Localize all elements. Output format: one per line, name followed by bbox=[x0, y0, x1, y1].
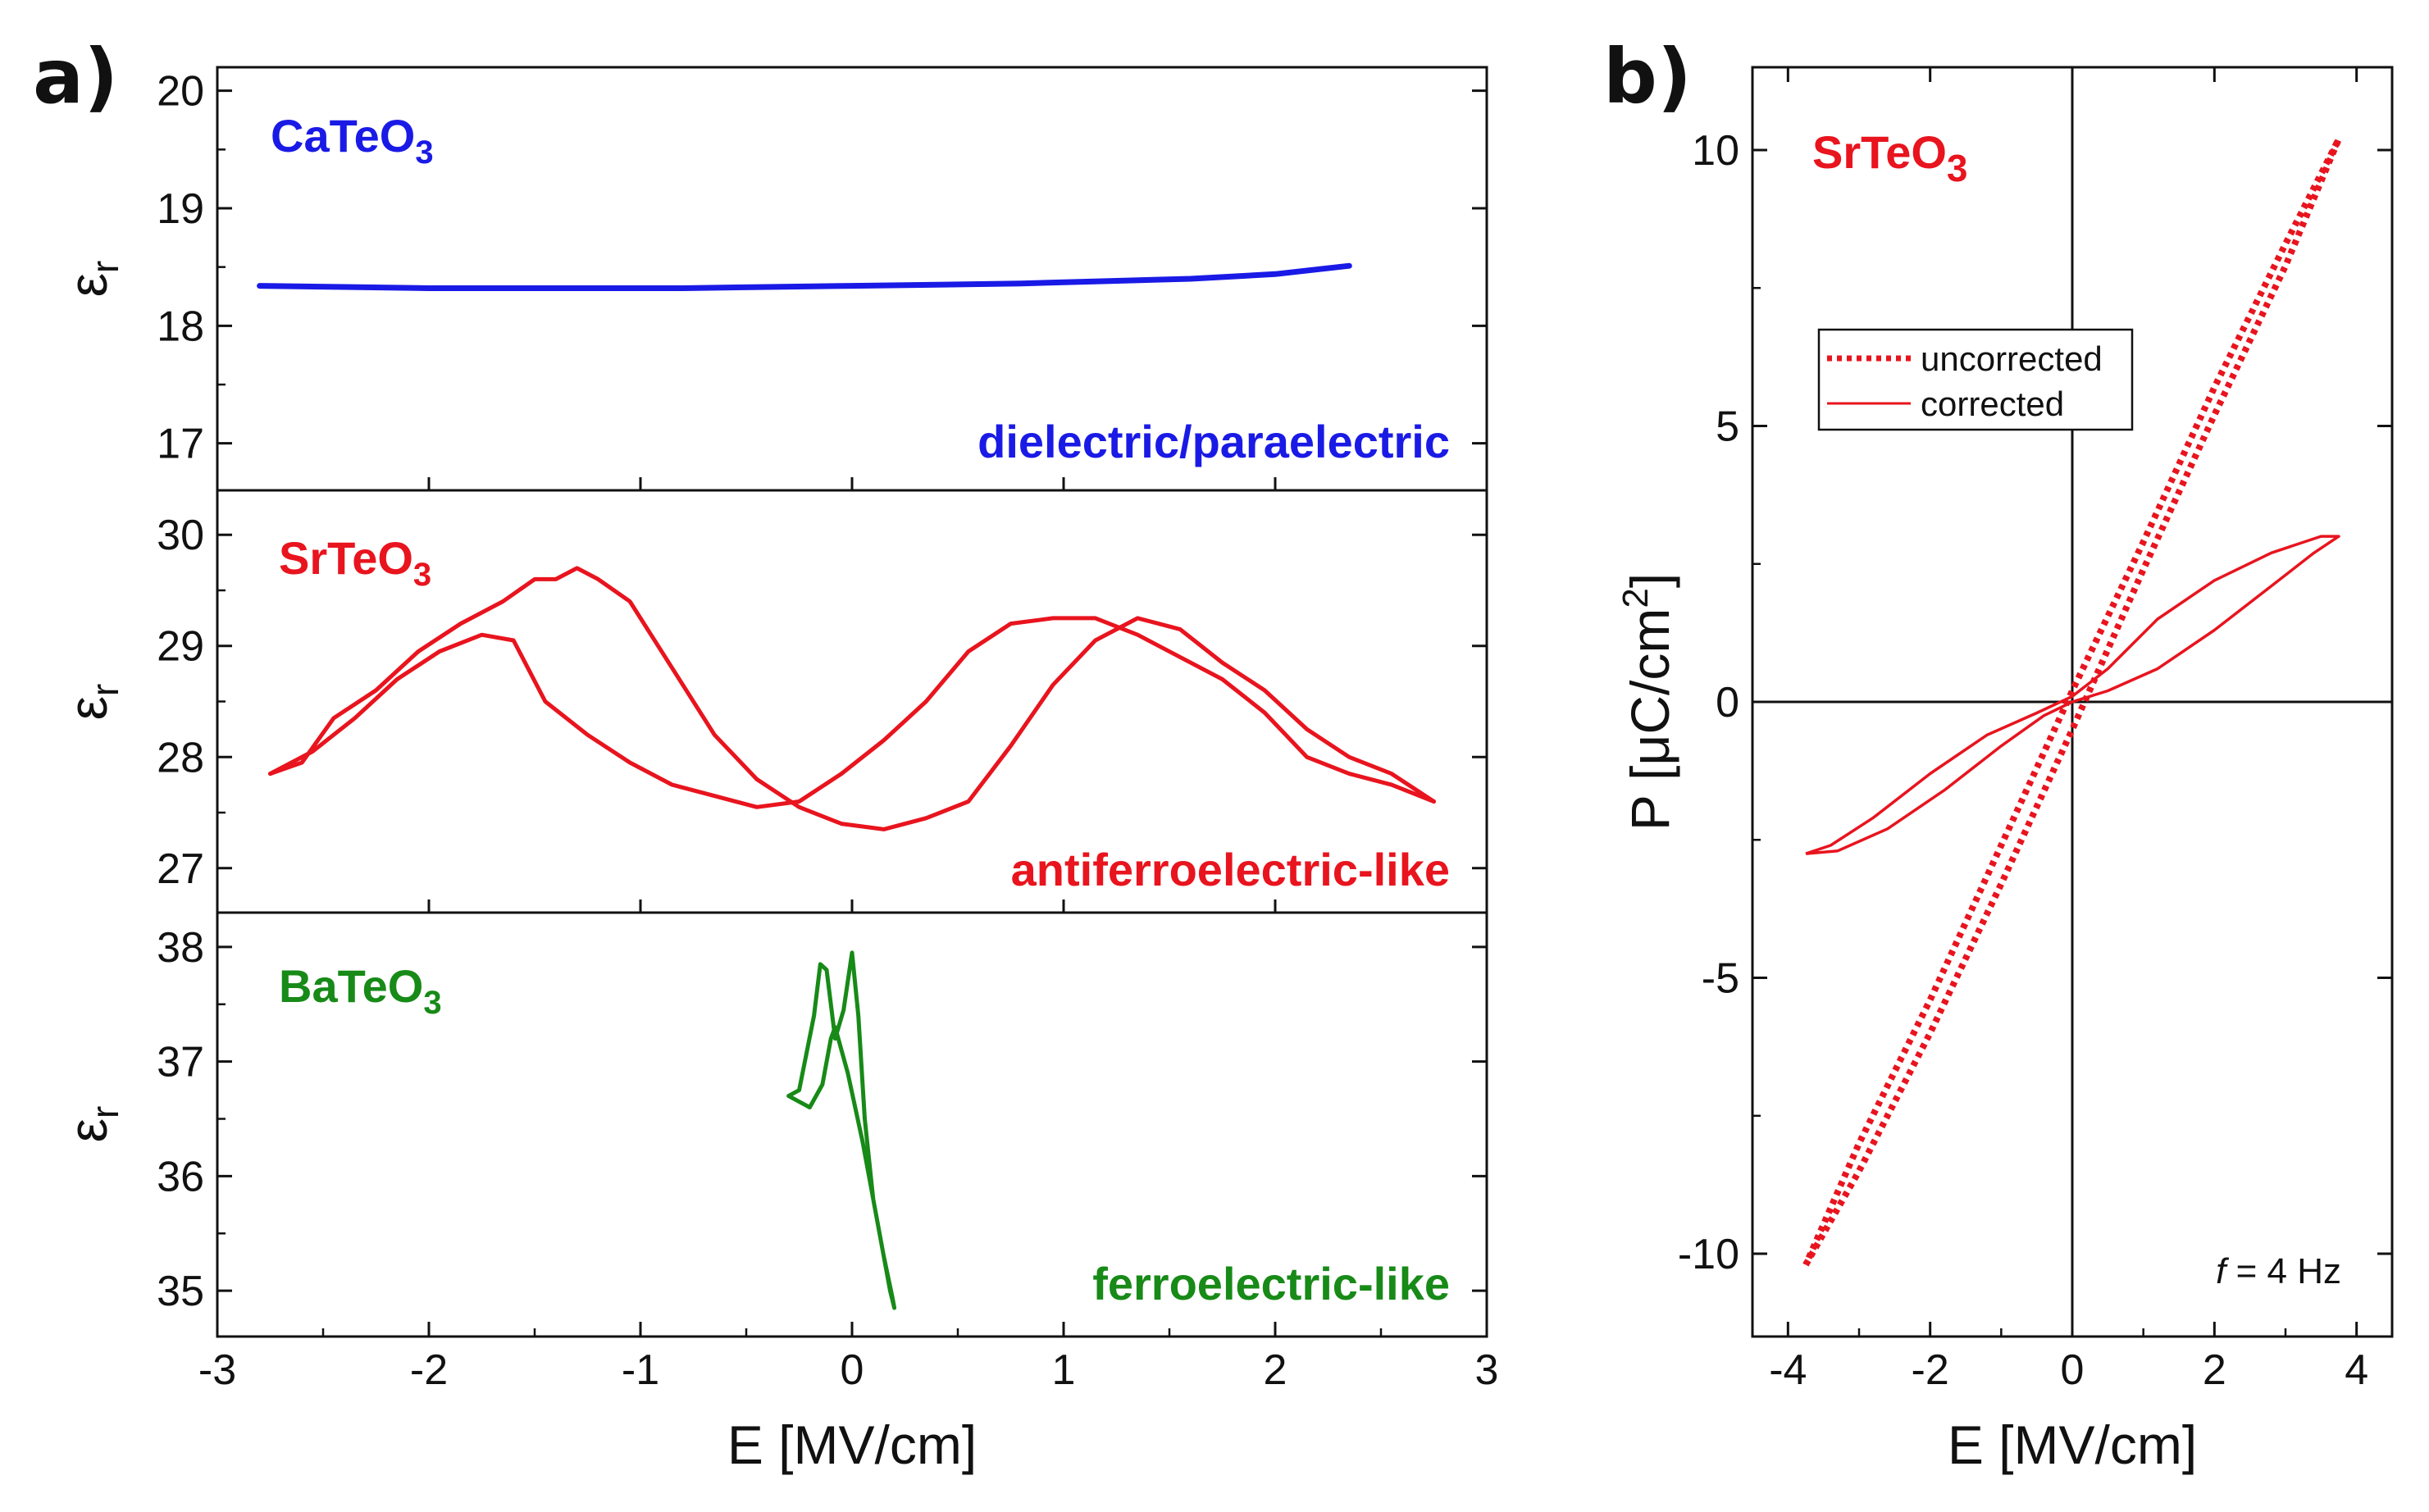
ylabel-3-main: ε bbox=[57, 1118, 118, 1142]
ylabel-2-main: ε bbox=[57, 696, 118, 720]
panel-b: -4 -2 0 2 4 -10 -5 0 5 10 SrTeO3 uncorrected corr… bbox=[1616, 66, 2394, 1475]
frequency-value: = 4 Hz bbox=[2226, 1251, 2341, 1291]
y-tick-label-a: 37 bbox=[157, 1039, 204, 1086]
srteo3-b-sub: 3 bbox=[1947, 147, 1968, 189]
x-tick-label-b: 0 bbox=[2061, 1346, 2085, 1394]
curve-corrected-loop bbox=[1805, 535, 2340, 855]
x-tick-label-a: -3 bbox=[198, 1346, 236, 1394]
subplot-3-ylabel: εr bbox=[57, 1106, 126, 1143]
srteo3-b-main: SrTeO bbox=[1812, 126, 1947, 178]
y-tick-label-a: 27 bbox=[157, 845, 204, 893]
srteo3-a-sub: 3 bbox=[413, 557, 431, 593]
srteo3-label-a: SrTeO3 bbox=[279, 532, 431, 593]
x-tick-label-b: -4 bbox=[1769, 1346, 1807, 1394]
y-tick-label-a: 17 bbox=[157, 421, 204, 468]
panel-a-frame bbox=[216, 66, 1488, 1338]
y-tick-label-a: 19 bbox=[157, 185, 204, 233]
legend-corrected-label: corrected bbox=[1921, 385, 2064, 423]
ylabel-b-post: ] bbox=[1620, 573, 1680, 588]
curve-srteo3-sweep-up bbox=[268, 566, 1436, 831]
subplot-2-ylabel: εr bbox=[57, 684, 126, 721]
panel-a-letter: a) bbox=[33, 33, 118, 121]
legend-uncorrected-label: uncorrected bbox=[1921, 339, 2103, 378]
x-tick-label-b: 4 bbox=[2345, 1346, 2368, 1394]
bateo3-main: BaTeO bbox=[279, 960, 423, 1012]
y-tick-label-a: 28 bbox=[157, 734, 204, 781]
y-tick-label-b: 10 bbox=[1692, 127, 1739, 175]
behavior-label-1: dielectric/paraelectric bbox=[978, 416, 1450, 467]
srteo3-a-main: SrTeO bbox=[279, 532, 413, 584]
panel-a-tick-labels: -3 -2 -1 0 1 2 3 17 18 19 20 27 28 29 30 35 36 37 38 bbox=[157, 68, 1498, 1394]
ylabel-1-main: ε bbox=[57, 273, 118, 297]
cateo3-main: CaTeO bbox=[271, 110, 415, 162]
y-tick-label-a: 18 bbox=[157, 303, 204, 350]
y-tick-label-a: 36 bbox=[157, 1153, 204, 1200]
x-tick-label-a: 1 bbox=[1052, 1346, 1076, 1394]
panel-b-ylabel: P [μC/cm2] bbox=[1616, 573, 1680, 831]
x-tick-label-a: 3 bbox=[1475, 1346, 1499, 1394]
ylabel-3-sub: r bbox=[84, 1106, 126, 1118]
x-tick-label-a: 0 bbox=[841, 1346, 864, 1394]
panel-a-xlabel: E [MV/cm] bbox=[727, 1414, 977, 1475]
panel-b-tick-labels: -4 -2 0 2 4 -10 -5 0 5 10 bbox=[1678, 127, 2368, 1394]
y-tick-label-a: 30 bbox=[157, 512, 204, 559]
subplot-1-ylabel: εr bbox=[57, 261, 126, 298]
legend: uncorrected corrected bbox=[1817, 328, 2134, 431]
y-tick-label-b: 5 bbox=[1716, 403, 1739, 450]
y-tick-label-b: -5 bbox=[1702, 955, 1739, 1003]
y-tick-label-b: -10 bbox=[1678, 1231, 1739, 1278]
curve-bateo3 bbox=[786, 950, 897, 1310]
panel-b-letter: b) bbox=[1603, 33, 1692, 121]
y-tick-label-b: 0 bbox=[1716, 679, 1739, 726]
panel-a-curves bbox=[257, 262, 1436, 1310]
panel-b-material-label: SrTeO3 bbox=[1812, 126, 1968, 189]
curve-srteo3-sweep-down bbox=[268, 616, 1436, 809]
legend-box bbox=[1817, 328, 2134, 431]
panel-b-ticks bbox=[1752, 67, 2392, 1337]
x-tick-label-a: 2 bbox=[1264, 1346, 1287, 1394]
y-tick-label-a: 29 bbox=[157, 623, 204, 671]
behavior-label-3: ferroelectric-like bbox=[1092, 1258, 1450, 1309]
behavior-label-2: antiferroelectric-like bbox=[1011, 844, 1450, 895]
bateo3-sub: 3 bbox=[423, 985, 441, 1021]
y-tick-label-a: 38 bbox=[157, 924, 204, 972]
panel-b-curves bbox=[1802, 135, 2342, 1267]
x-tick-label-a: -1 bbox=[622, 1346, 659, 1394]
ylabel-2-sub: r bbox=[84, 684, 126, 696]
panel-a-ticks bbox=[216, 89, 1488, 1337]
ylabel-b-pre: P [μC/cm bbox=[1620, 608, 1680, 831]
y-tick-label-a: 20 bbox=[157, 68, 204, 116]
cateo3-sub: 3 bbox=[415, 134, 433, 171]
ylabel-b-sup: 2 bbox=[1616, 588, 1656, 608]
x-tick-label-b: 2 bbox=[2203, 1346, 2226, 1394]
cateo3-label: CaTeO3 bbox=[271, 110, 434, 171]
ylabel-1-sub: r bbox=[84, 261, 126, 273]
x-tick-label-b: -2 bbox=[1912, 1346, 1949, 1394]
x-tick-label-a: -2 bbox=[410, 1346, 448, 1394]
curve-cateo3 bbox=[257, 262, 1352, 291]
panel-b-xlabel: E [MV/cm] bbox=[1948, 1414, 2197, 1475]
bateo3-label: BaTeO3 bbox=[279, 960, 442, 1021]
frequency-label: f = 4 Hz bbox=[2216, 1251, 2341, 1291]
y-tick-label-a: 35 bbox=[157, 1268, 204, 1315]
